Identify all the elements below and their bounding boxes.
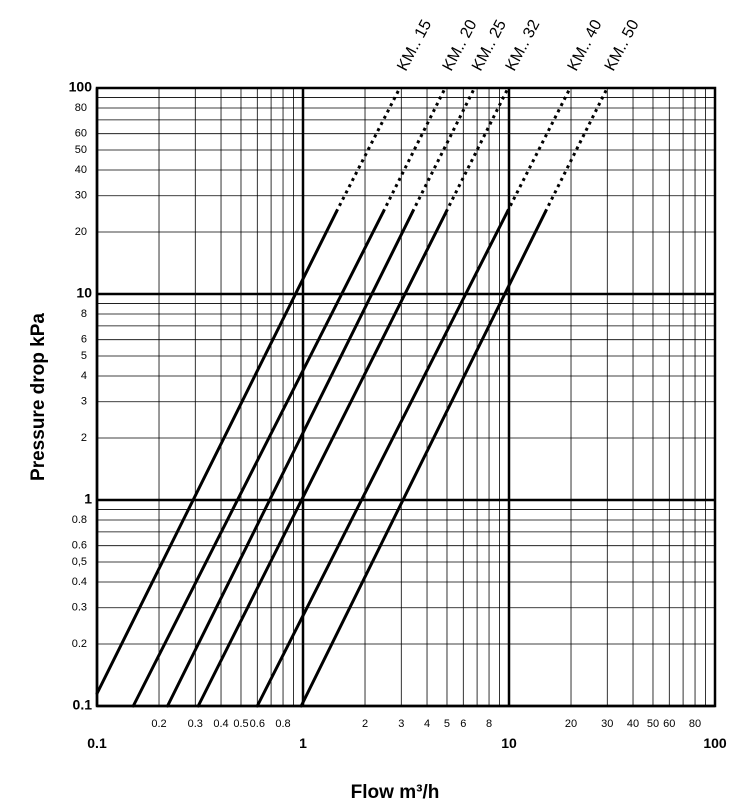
y-tick-label: 4	[81, 370, 87, 382]
y-tick-label: 0.2	[72, 638, 87, 650]
y-tick-label: 80	[75, 102, 87, 114]
series-line-dotted-2	[381, 87, 447, 213]
y-tick-label: 40	[75, 164, 87, 176]
y-tick-label: 0.4	[72, 576, 87, 588]
x-tick-label: 8	[486, 718, 492, 730]
y-axis-title: Pressure drop kPa	[28, 313, 49, 481]
y-tick-label: 0,5	[72, 556, 87, 568]
series-label-5: KM.. 40	[565, 17, 606, 74]
x-tick-label: 0.1	[87, 735, 107, 751]
y-tick-label: 1	[84, 491, 92, 507]
x-tick-label: 6	[460, 718, 466, 730]
x-tick-labels: 0.1 0.2 0.3 0.4 0.5 0.6 0.8 1 2 3 4 5 6 8 10 20 30 40 50 60…	[87, 718, 727, 751]
y-tick-labels: 0.1 0.2 0.3 0.4 0,5 0.6 0.8 1 2 3 4 5 6 8 10 20 30 40 50 60…	[69, 79, 93, 713]
x-tick-label: 1	[299, 735, 307, 751]
x-tick-label: 2	[362, 718, 368, 730]
series-line-3	[166, 210, 414, 708]
y-tick-label: 3	[81, 396, 87, 408]
x-axis-title: Flow m³/h	[351, 782, 440, 803]
x-tick-label: 4	[424, 718, 430, 730]
series-line-5	[255, 210, 509, 708]
x-tick-label: 80	[689, 718, 701, 730]
x-tick-label: 3	[398, 718, 404, 730]
x-tick-label: 5	[444, 718, 450, 730]
x-tick-label: 0.3	[188, 718, 203, 730]
y-tick-label: 0.8	[72, 514, 87, 526]
y-tick-label: 30	[75, 190, 87, 202]
x-tick-label: 100	[703, 735, 727, 751]
major-grid	[95, 88, 715, 708]
x-tick-label: 0.6	[250, 718, 265, 730]
y-tick-label: 20	[75, 226, 87, 238]
series-line-2	[131, 210, 385, 708]
series-label-1: KM.. 15	[394, 17, 435, 74]
series-line-6	[299, 210, 547, 708]
series-line-dotted-4	[444, 87, 510, 213]
y-tick-label: 2	[81, 432, 87, 444]
x-tick-label: 0.2	[151, 718, 166, 730]
y-tick-label: 0.6	[72, 540, 87, 552]
x-tick-label: 0.8	[275, 718, 290, 730]
y-tick-label: 0.3	[72, 602, 87, 614]
series-line-dotted-6	[543, 87, 609, 213]
y-tick-label: 60	[75, 128, 87, 140]
y-tick-label: 10	[76, 285, 92, 301]
y-tick-label: 0.1	[73, 697, 93, 713]
series-line-1	[95, 210, 338, 695]
plot-frame	[95, 86, 717, 708]
x-tick-label: 0.5	[233, 718, 248, 730]
series-line-dotted-3	[411, 87, 476, 213]
x-tick-label: 20	[565, 718, 577, 730]
minor-grid	[97, 88, 715, 706]
y-tick-label: 100	[69, 79, 93, 95]
y-tick-label: 5	[81, 350, 87, 362]
x-tick-label: 30	[601, 718, 613, 730]
x-tick-label: 60	[663, 718, 675, 730]
x-tick-label: 40	[627, 718, 639, 730]
y-tick-label: 50	[75, 144, 87, 156]
x-tick-label: 50	[647, 718, 659, 730]
y-tick-label: 6	[81, 334, 87, 346]
series-line-4	[196, 210, 448, 708]
x-tick-label: 10	[501, 735, 517, 751]
series-line-dotted-5	[505, 87, 572, 213]
series-line-dotted-1	[334, 87, 402, 213]
y-tick-label: 8	[81, 308, 87, 320]
series-label-6: KM.. 50	[602, 17, 643, 74]
x-tick-label: 0.4	[213, 718, 228, 730]
